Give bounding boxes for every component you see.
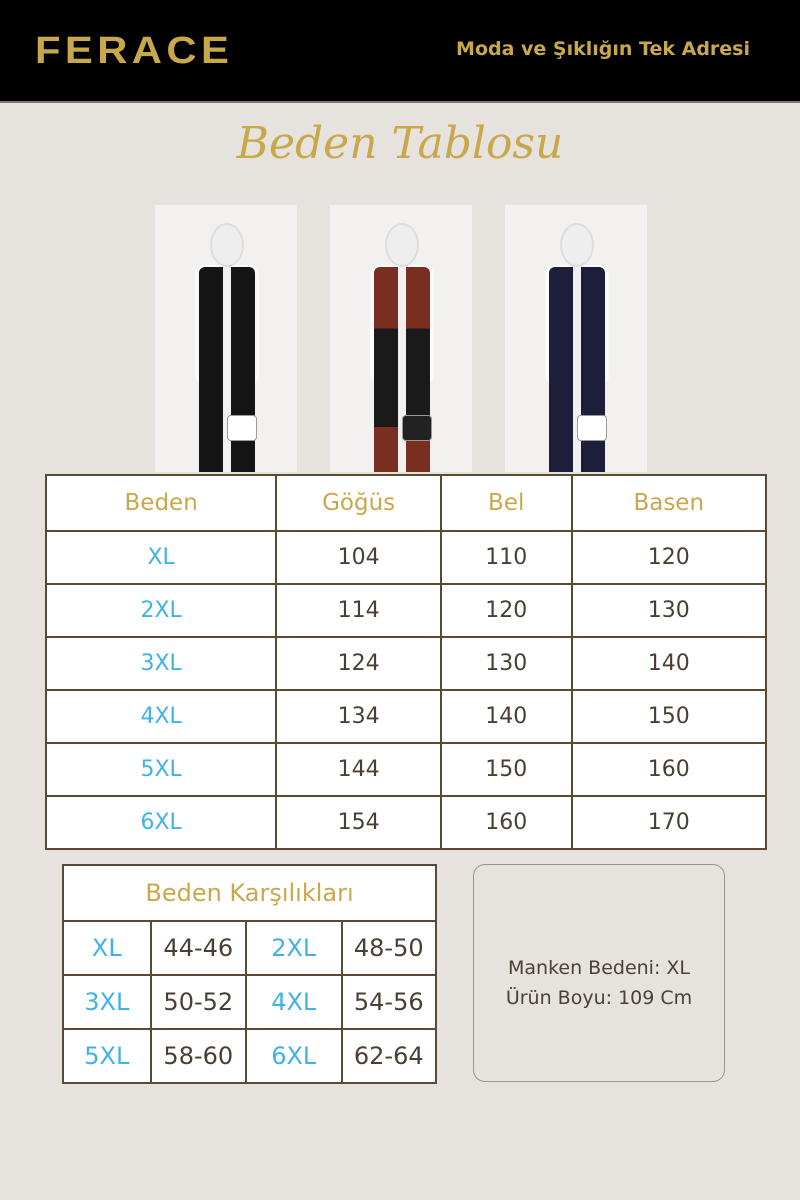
size-label: 6XL: [245, 1028, 343, 1084]
measurement-cell: 130: [570, 583, 768, 638]
size-equivalents-table: Beden Karşılıkları XL 44-46 2XL 48-50 3XL 50-…: [62, 864, 438, 1084]
model-info-box: Manken Bedeni: XL Ürün Boyu: 109 Cm: [473, 864, 725, 1082]
measurement-cell: 110: [439, 530, 573, 585]
size-label: 5XL: [44, 742, 278, 797]
table-header: Beden Göğüs Bel Basen: [44, 474, 768, 532]
product-photo-brown: [330, 205, 472, 472]
measurement-cell: 170: [570, 795, 768, 850]
header-cell: Beden: [44, 474, 278, 532]
eu-size-range: 62-64: [340, 1028, 438, 1084]
measurement-cell: 140: [570, 636, 768, 691]
eu-size-range: 48-50: [340, 920, 438, 976]
measurement-cell: 150: [570, 689, 768, 744]
table-row: 4XL 134 140 150: [44, 689, 768, 744]
table-row: XL 104 110 120: [44, 530, 768, 585]
eu-size-range: 44-46: [149, 920, 248, 976]
measurement-cell: 104: [275, 530, 442, 585]
size-label: 4XL: [44, 689, 278, 744]
size-label: 2XL: [245, 920, 343, 976]
table-row: 3XL 124 130 140: [44, 636, 768, 691]
page-title: Beden Tablosu: [236, 118, 564, 169]
product-photo-navy: [505, 205, 647, 472]
brand-logo: FERACE: [35, 30, 234, 72]
tagline: Moda ve Şıklığın Tek Adresi: [456, 38, 750, 60]
measurement-cell: 154: [275, 795, 442, 850]
product-photo-black: [155, 205, 297, 472]
table-row: 2XL 114 120 130: [44, 583, 768, 638]
measurement-cell: 120: [570, 530, 768, 585]
header-cell: Basen: [570, 474, 768, 532]
equivalents-title: Beden Karşılıkları: [62, 864, 437, 922]
eu-size-range: 50-52: [149, 974, 248, 1030]
size-label: 3XL: [62, 974, 152, 1030]
measurement-cell: 114: [275, 583, 442, 638]
size-label: XL: [62, 920, 152, 976]
measurement-cell: 130: [439, 636, 573, 691]
measurement-cell: 160: [570, 742, 768, 797]
size-label: 5XL: [62, 1028, 152, 1084]
size-label: 4XL: [245, 974, 343, 1030]
size-label: 3XL: [44, 636, 278, 691]
measurement-cell: 120: [439, 583, 573, 638]
measurement-cell: 150: [439, 742, 573, 797]
size-label: 2XL: [44, 583, 278, 638]
eu-size-range: 58-60: [149, 1028, 248, 1084]
measurement-cell: 124: [275, 636, 442, 691]
product-length: Ürün Boyu: 109 Cm: [505, 987, 693, 1009]
size-label: XL: [44, 530, 278, 585]
header-cell: Bel: [439, 474, 573, 532]
header-cell: Göğüs: [275, 474, 442, 532]
table-row: 5XL 58-60 6XL 62-64: [62, 1028, 438, 1084]
model-size: Manken Bedeni: XL: [507, 957, 690, 979]
size-table: Beden Göğüs Bel Basen XL 104 110 120 2XL 114 1…: [44, 474, 768, 850]
table-row: 3XL 50-52 4XL 54-56: [62, 974, 438, 1030]
measurement-cell: 140: [439, 689, 573, 744]
size-label: 6XL: [44, 795, 278, 850]
table-row: 6XL 154 160 170: [44, 795, 768, 850]
table-row: XL 44-46 2XL 48-50: [62, 920, 438, 976]
eu-size-range: 54-56: [340, 974, 438, 1030]
measurement-cell: 134: [275, 689, 442, 744]
header: FERACE Moda ve Şıklığın Tek Adresi: [0, 0, 800, 103]
table-row: 5XL 144 150 160: [44, 742, 768, 797]
measurement-cell: 160: [439, 795, 573, 850]
measurement-cell: 144: [275, 742, 442, 797]
